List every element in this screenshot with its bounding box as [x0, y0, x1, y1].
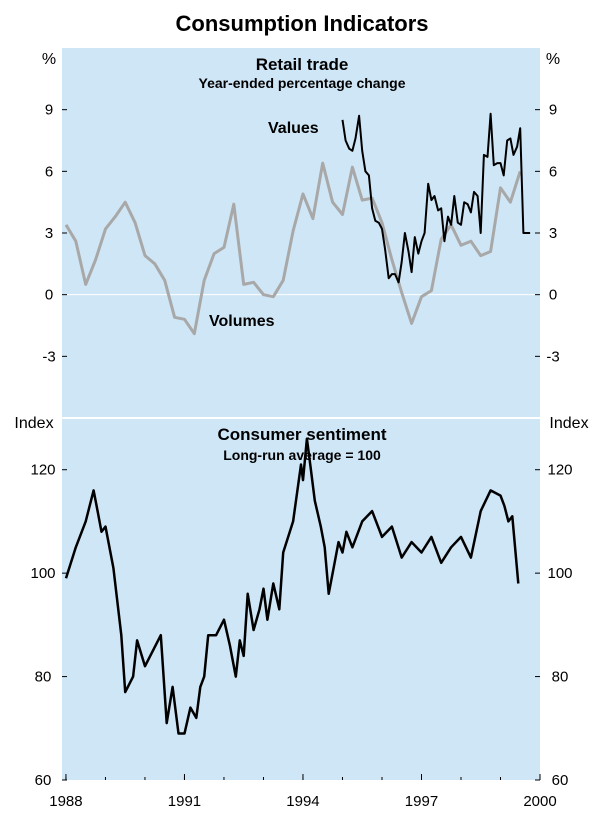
bottom-left-tick-label: 80: [35, 669, 52, 686]
x-tick-label: 1988: [49, 793, 82, 810]
bottom-panel-bg: [62, 418, 540, 780]
x-tick-label: 1997: [405, 793, 438, 810]
bottom-right-tick-label: 60: [552, 772, 569, 789]
bottom-right-tick-label: 100: [547, 565, 572, 582]
top-right-tick-label: 9: [549, 102, 557, 119]
top-right-tick-label: 6: [549, 163, 557, 180]
x-tick-label: 1991: [168, 793, 201, 810]
bottom-panel-title: Consumer sentiment: [217, 425, 386, 444]
top-panel-title: Retail trade: [256, 55, 349, 74]
bottom-panel-subtitle: Long-run average = 100: [223, 447, 381, 463]
top-left-tick-label: 9: [45, 102, 53, 119]
top-right-tick-label: -3: [546, 348, 559, 365]
top-left-tick-label: 0: [45, 287, 53, 304]
top-panel-bg: [62, 48, 540, 418]
x-tick-label: 2000: [523, 793, 556, 810]
top-left-tick-label: -3: [42, 348, 55, 365]
top-right-tick-label: 0: [549, 287, 557, 304]
sentiment-line: [64, 437, 520, 735]
top-panel-subtitle: Year-ended percentage change: [199, 75, 406, 91]
bottom-right-tick-label: 80: [552, 669, 569, 686]
bottom-right-unit: Index: [549, 415, 588, 432]
top-right-unit: %: [546, 51, 560, 68]
volumes-series-label: Volumes: [209, 313, 275, 330]
top-left-tick-label: 3: [45, 225, 53, 242]
bottom-left-tick-label: 100: [30, 565, 55, 582]
top-left-tick-label: 6: [45, 163, 53, 180]
values-series-label: Values: [268, 120, 319, 137]
bottom-right-tick-label: 120: [547, 462, 572, 479]
chart-title: Consumption Indicators: [176, 11, 429, 36]
top-left-unit: %: [42, 51, 56, 68]
bottom-left-tick-label: 60: [35, 772, 52, 789]
bottom-left-tick-label: 120: [30, 462, 55, 479]
x-tick-label: 1994: [286, 793, 319, 810]
bottom-left-unit: Index: [14, 415, 53, 432]
top-right-tick-label: 3: [549, 225, 557, 242]
values-line: [341, 112, 531, 284]
